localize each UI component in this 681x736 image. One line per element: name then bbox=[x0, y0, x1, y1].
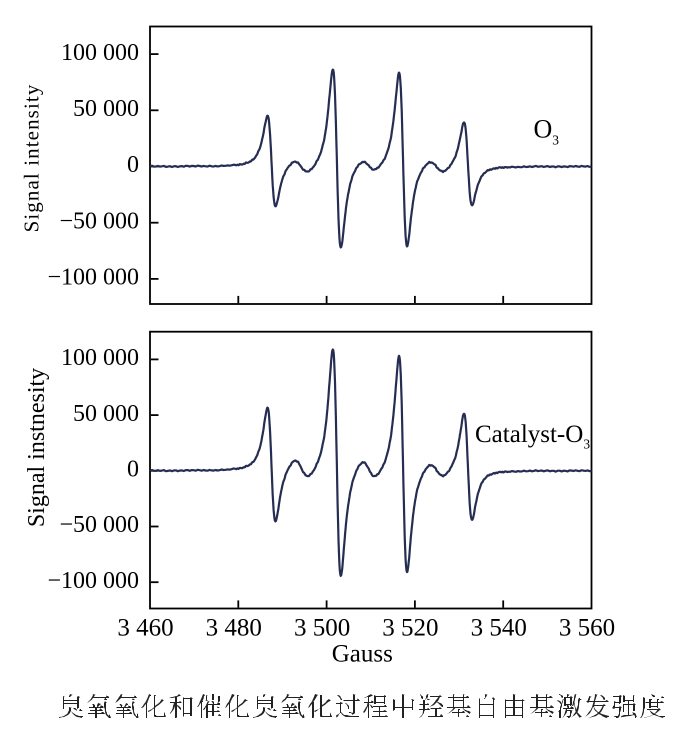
svg-text:100 000: 100 000 bbox=[61, 345, 139, 371]
svg-text:3 520: 3 520 bbox=[382, 615, 438, 642]
svg-text:Catalyst-O3: Catalyst-O3 bbox=[475, 421, 590, 451]
svg-text:Signal instnesity: Signal instnesity bbox=[24, 368, 50, 527]
svg-text:50 000: 50 000 bbox=[73, 401, 139, 427]
svg-text:3 540: 3 540 bbox=[471, 615, 527, 642]
svg-text:3 480: 3 480 bbox=[206, 615, 262, 642]
svg-text:50 000: 50 000 bbox=[73, 96, 139, 122]
svg-text:−50 000: −50 000 bbox=[59, 512, 139, 538]
svg-text:0: 0 bbox=[127, 152, 139, 178]
svg-text:Gauss: Gauss bbox=[332, 641, 393, 668]
svg-text:3 500: 3 500 bbox=[294, 615, 350, 642]
svg-text:−50 000: −50 000 bbox=[59, 208, 139, 234]
svg-text:3 560: 3 560 bbox=[559, 615, 615, 642]
svg-text:0: 0 bbox=[127, 457, 139, 483]
svg-text:−100 000: −100 000 bbox=[47, 568, 139, 594]
svg-text:100 000: 100 000 bbox=[61, 40, 139, 66]
svg-text:−100 000: −100 000 bbox=[47, 265, 139, 291]
svg-text:3 460: 3 460 bbox=[117, 615, 173, 642]
svg-text:Signal intensity: Signal intensity bbox=[20, 84, 44, 233]
